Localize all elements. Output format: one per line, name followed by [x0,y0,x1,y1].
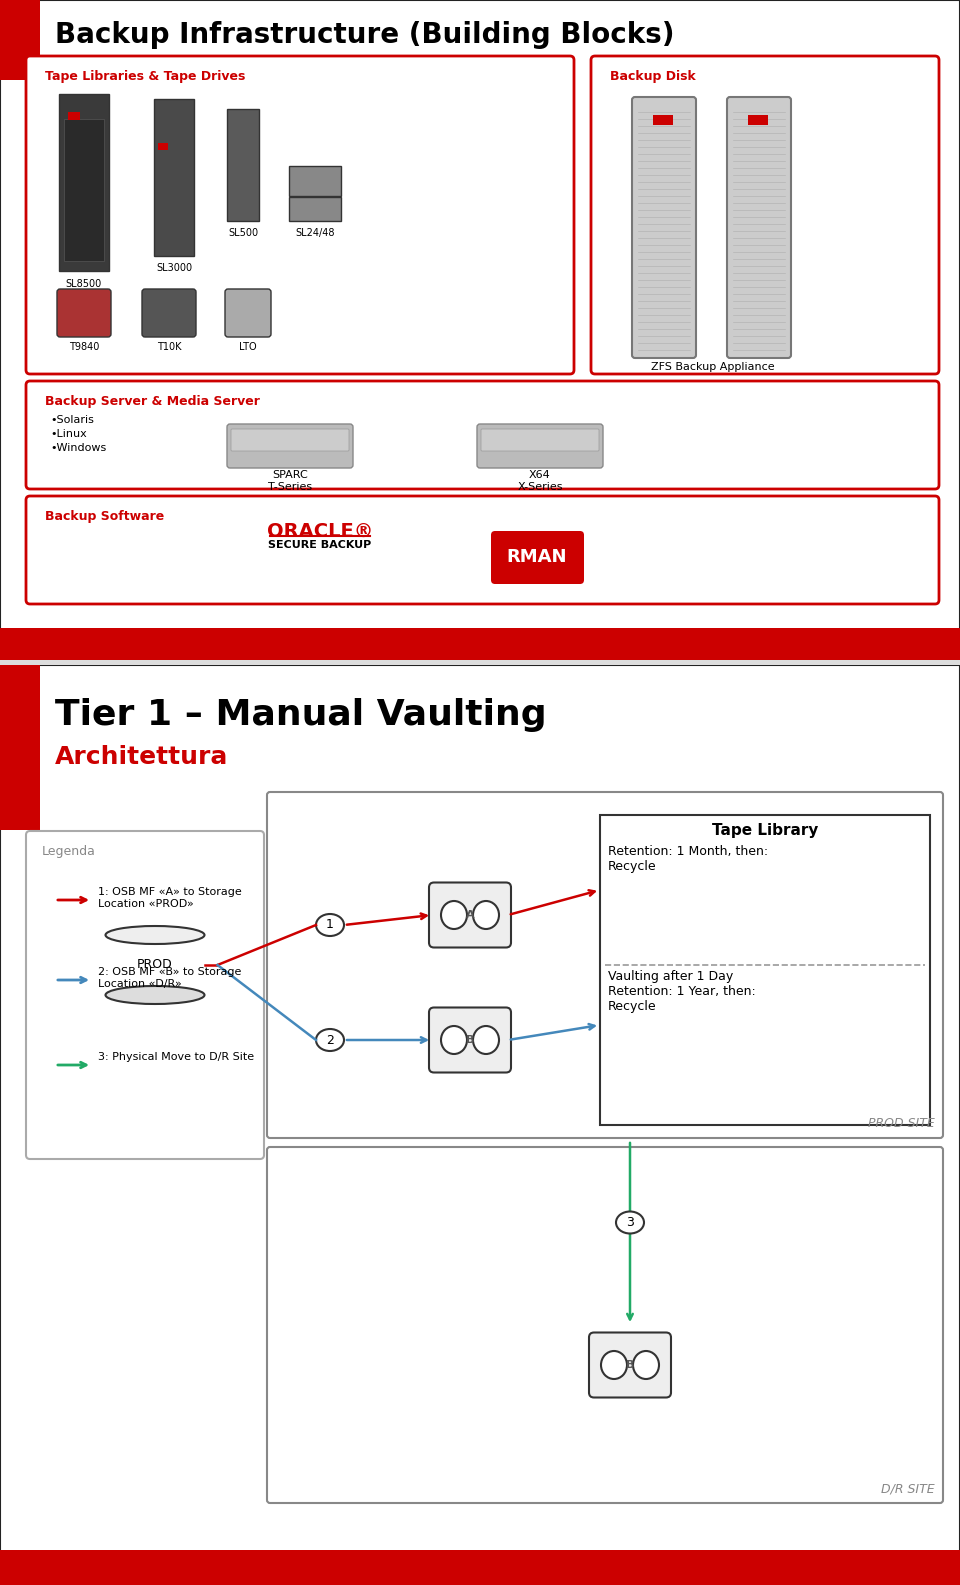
Text: ORACLE: ORACLE [786,1561,853,1575]
Text: B: B [466,1035,474,1045]
Text: 13: 13 [929,637,945,650]
Text: Architettura: Architettura [55,745,228,769]
FancyBboxPatch shape [727,97,791,358]
Text: B: B [626,1360,635,1369]
FancyBboxPatch shape [491,531,584,583]
FancyBboxPatch shape [142,288,196,338]
FancyBboxPatch shape [26,496,939,604]
Ellipse shape [106,926,204,945]
Text: Backup Software: Backup Software [45,510,164,523]
Ellipse shape [633,1350,659,1379]
Ellipse shape [473,1025,499,1054]
FancyBboxPatch shape [481,430,599,452]
FancyBboxPatch shape [267,1148,943,1503]
Text: SL24/48: SL24/48 [296,228,335,238]
FancyBboxPatch shape [429,1008,511,1073]
Text: Tape Libraries & Tape Drives: Tape Libraries & Tape Drives [45,70,246,82]
Text: Retention: 1 Month, then:
Recycle: Retention: 1 Month, then: Recycle [608,845,768,873]
Text: X64
X-Series: X64 X-Series [517,471,563,491]
Text: 3: 3 [626,1216,634,1228]
Text: 2: 2 [326,1033,334,1046]
Text: ORACLE: ORACLE [786,637,853,651]
Bar [0,1550,960,1585]
FancyBboxPatch shape [589,1333,671,1398]
Text: 3: Physical Move to D/R Site: 3: Physical Move to D/R Site [98,1052,254,1062]
FancyBboxPatch shape [267,792,943,1138]
Text: 14: 14 [929,1561,945,1574]
Bar [158,143,168,151]
FancyBboxPatch shape [289,166,341,197]
Bar [0,628,960,659]
Text: RMAN: RMAN [507,548,567,566]
Text: ORACLE®: ORACLE® [267,521,373,540]
FancyBboxPatch shape [64,119,104,262]
Text: Backup Infrastructure (Building Blocks): Backup Infrastructure (Building Blocks) [55,21,675,49]
Text: Legenda: Legenda [42,845,96,857]
Text: 2: OSB MF «B» to Storage
Location «D/R»: 2: OSB MF «B» to Storage Location «D/R» [98,967,241,989]
Text: Tape Library: Tape Library [711,823,818,838]
FancyBboxPatch shape [227,109,259,220]
FancyBboxPatch shape [26,55,574,374]
Text: T10K: T10K [156,342,181,352]
FancyBboxPatch shape [26,831,264,1159]
Text: 1: 1 [326,918,334,932]
Bar [653,116,673,125]
Text: SL500: SL500 [228,228,258,238]
Text: T9840: T9840 [69,342,99,352]
Text: SECURE BACKUP: SECURE BACKUP [269,540,372,550]
Text: A: A [466,910,474,919]
FancyBboxPatch shape [106,934,204,997]
FancyBboxPatch shape [26,380,939,490]
Text: Vaulting after 1 Day
Retention: 1 Year, then:
Recycle: Vaulting after 1 Day Retention: 1 Year, … [608,970,756,1013]
Bar [748,116,768,125]
Text: SL8500: SL8500 [66,279,102,288]
Text: ZFS Backup Appliance: ZFS Backup Appliance [651,361,775,372]
Text: LTO: LTO [239,342,257,352]
Text: PROD SITE: PROD SITE [868,1117,935,1130]
Text: D/R SITE: D/R SITE [881,1482,935,1495]
FancyBboxPatch shape [429,883,511,948]
Bar [0,0,40,79]
FancyBboxPatch shape [591,55,939,374]
FancyBboxPatch shape [632,97,696,358]
FancyBboxPatch shape [477,425,603,468]
FancyBboxPatch shape [231,430,349,452]
Ellipse shape [601,1350,627,1379]
Text: •Solaris
•Linux
•Windows: •Solaris •Linux •Windows [50,415,107,453]
FancyBboxPatch shape [289,197,341,220]
FancyBboxPatch shape [225,288,271,338]
Ellipse shape [316,915,344,937]
FancyBboxPatch shape [154,98,194,257]
Text: Backup Server & Media Server: Backup Server & Media Server [45,395,260,407]
Ellipse shape [616,1211,644,1233]
Bar [68,113,80,120]
Bar [0,666,40,831]
FancyBboxPatch shape [59,94,109,271]
Text: PROD: PROD [137,959,173,972]
Text: SL3000: SL3000 [156,263,192,273]
Ellipse shape [316,1029,344,1051]
Text: Backup Disk: Backup Disk [610,70,696,82]
Text: SPARC
T-Series: SPARC T-Series [268,471,312,491]
Bar [600,815,930,1125]
FancyBboxPatch shape [227,425,353,468]
Ellipse shape [106,986,204,1003]
Ellipse shape [441,1025,467,1054]
Text: Tier 1 – Manual Vaulting: Tier 1 – Manual Vaulting [55,697,546,732]
Ellipse shape [473,900,499,929]
Text: 1: OSB MF «A» to Storage
Location «PROD»: 1: OSB MF «A» to Storage Location «PROD» [98,888,242,908]
FancyBboxPatch shape [57,288,111,338]
Ellipse shape [441,900,467,929]
